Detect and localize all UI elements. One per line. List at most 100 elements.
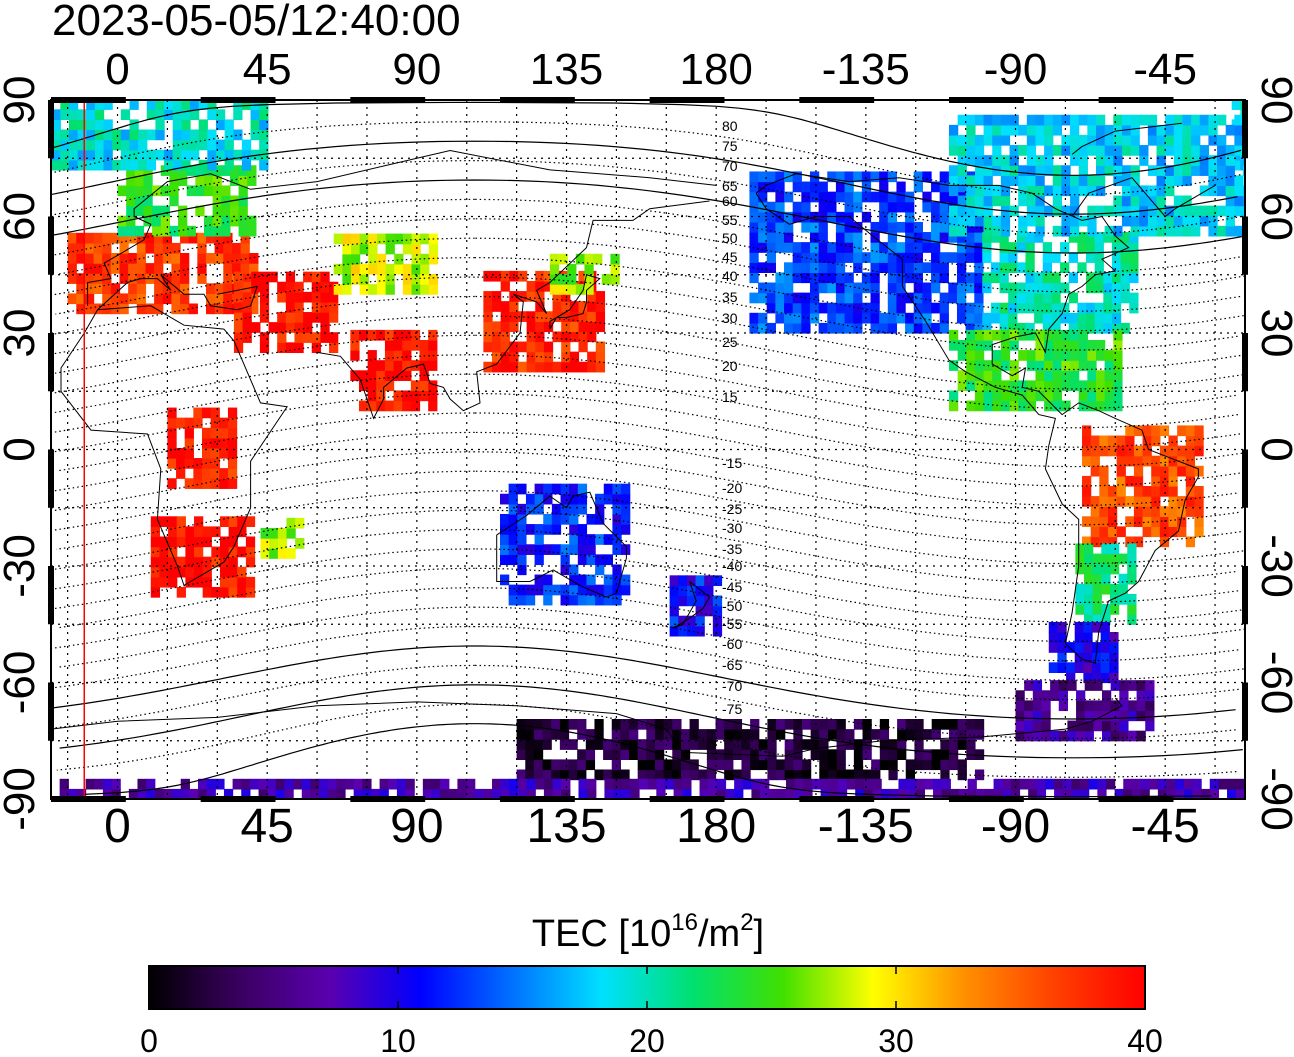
tec-cell [587, 778, 597, 790]
tec-cell [578, 321, 588, 333]
tec-cell [457, 778, 467, 790]
tec-cell [233, 109, 243, 121]
tec-cell [1120, 322, 1130, 334]
tec-cell [766, 282, 776, 294]
tec-cell [492, 778, 502, 790]
tec-cell [1052, 165, 1063, 176]
tec-cell [103, 119, 113, 131]
tec-cell [818, 262, 828, 274]
tec-cell [51, 149, 61, 161]
tec-cell [879, 221, 889, 233]
tec-cell [368, 243, 378, 255]
tec-cell [913, 232, 923, 243]
tec-cell [801, 201, 811, 213]
tec-cell [1035, 155, 1045, 166]
tec-cell [76, 293, 86, 305]
tec-cell [1208, 205, 1218, 217]
tec-cell [86, 139, 96, 151]
tec-cell [1109, 563, 1120, 575]
tec-cell [923, 729, 933, 740]
tec-cell [1044, 124, 1054, 136]
tec-cell [431, 778, 441, 790]
tec-cell [706, 729, 717, 740]
tec-cell [887, 302, 898, 314]
tec-cell [664, 778, 675, 790]
tec-cell [835, 191, 846, 203]
tec-cell [680, 749, 691, 760]
tec-cell [939, 262, 949, 274]
tec-cell [887, 211, 898, 223]
tec-cell [120, 159, 131, 171]
tec-cell [956, 181, 967, 193]
tec-cell [1044, 380, 1054, 392]
tec-cell [1173, 155, 1184, 166]
tec-cell [784, 739, 794, 750]
contour-line [54, 393, 1243, 468]
contour-label: -45 [722, 579, 742, 595]
tec-cell [913, 252, 923, 263]
contour-line [51, 645, 1236, 720]
tec-cell [948, 252, 958, 263]
tec-cell [184, 417, 194, 429]
tec-cell [712, 605, 723, 617]
tec-cell [1086, 252, 1096, 263]
tec-cell [818, 242, 828, 253]
tec-cell [621, 778, 631, 790]
tec-cell [172, 159, 182, 171]
tec-cell [1058, 680, 1068, 691]
tec-cell [888, 739, 898, 750]
tec-cell [569, 584, 579, 596]
tec-cell [836, 719, 846, 730]
tec-cell [749, 232, 759, 243]
tec-cell [1156, 215, 1166, 227]
tec-cell [84, 293, 95, 305]
tec-cell [60, 100, 70, 110]
tec-cell [1026, 124, 1037, 136]
tec-cell [67, 242, 77, 254]
tec-cell [552, 778, 562, 790]
tec-cell [801, 262, 811, 274]
tec-cell [1061, 380, 1071, 392]
tec-cell [931, 729, 941, 740]
tec-cell [948, 282, 958, 294]
tec-cell [784, 759, 794, 771]
colorbar-title: TEC [1016/m2] [532, 909, 764, 955]
tec-cell [285, 301, 296, 313]
tec-cell [168, 576, 178, 588]
tec-cell [500, 331, 510, 343]
tec-cell [1113, 195, 1123, 207]
tec-cell [176, 468, 186, 479]
tec-cell [67, 232, 77, 244]
tec-cell [1173, 145, 1184, 156]
tec-cell [1104, 370, 1114, 381]
tec-cell [60, 149, 70, 161]
tec-cell [1058, 700, 1068, 712]
tec-cell [1044, 350, 1054, 361]
tec-cell [1177, 465, 1187, 477]
tec-cell [1101, 563, 1111, 575]
tec-cell [202, 526, 212, 538]
tec-cell [1127, 553, 1137, 565]
tec-cell [889, 788, 900, 799]
tec-cell [517, 311, 528, 322]
tec-cell [1125, 425, 1135, 437]
tec-cell [534, 544, 544, 555]
tec-cell [1052, 205, 1063, 217]
colorbar-tick-label: 0 [140, 1023, 158, 1057]
tec-cell [202, 586, 212, 598]
tec-cell [956, 232, 967, 243]
tec-cell [922, 312, 932, 324]
tec-cell [188, 303, 198, 315]
tec-cell [698, 729, 708, 740]
tec-cell [180, 273, 190, 284]
tec-cell [60, 159, 70, 171]
tec-cell [758, 221, 768, 233]
tec-cell [698, 769, 708, 781]
tec-cell [1083, 621, 1093, 633]
tec-cell [792, 181, 802, 193]
tec-cell [178, 165, 188, 176]
tec-cell [1041, 690, 1051, 701]
tec-cell [384, 350, 395, 361]
frame-bar-right [1242, 566, 1248, 625]
tec-cell [974, 252, 984, 263]
